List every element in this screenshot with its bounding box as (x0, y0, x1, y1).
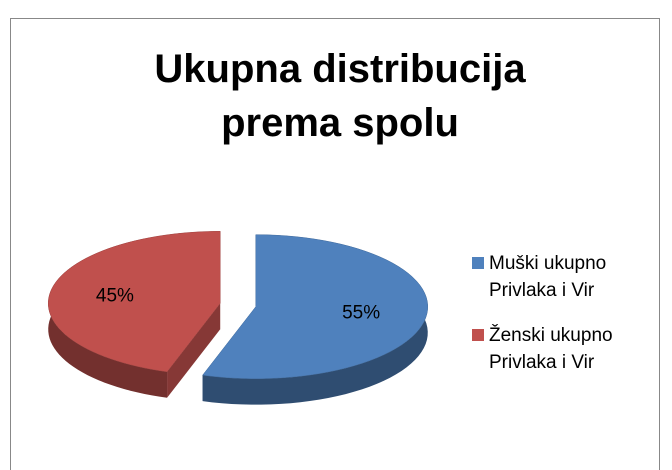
slice (47, 231, 221, 373)
chart-frame (10, 18, 660, 470)
data-label: 45% (96, 285, 134, 306)
legend-label: Ženski ukupno Privlaka i Vir (489, 325, 613, 373)
slice-wall (167, 303, 221, 398)
legend-swatch (472, 329, 484, 341)
data-label: 55% (342, 303, 380, 324)
chart-title: Ukupna distribucija prema spolu (154, 47, 526, 145)
legend-item: Muški ukupno Privlaka i Vir (472, 250, 652, 304)
legend-item: Ženski ukupno Privlaka i Vir (472, 322, 652, 376)
slice (202, 234, 429, 379)
legend-label: Muški ukupno Privlaka i Vir (489, 253, 607, 301)
legend-swatch (472, 257, 484, 269)
